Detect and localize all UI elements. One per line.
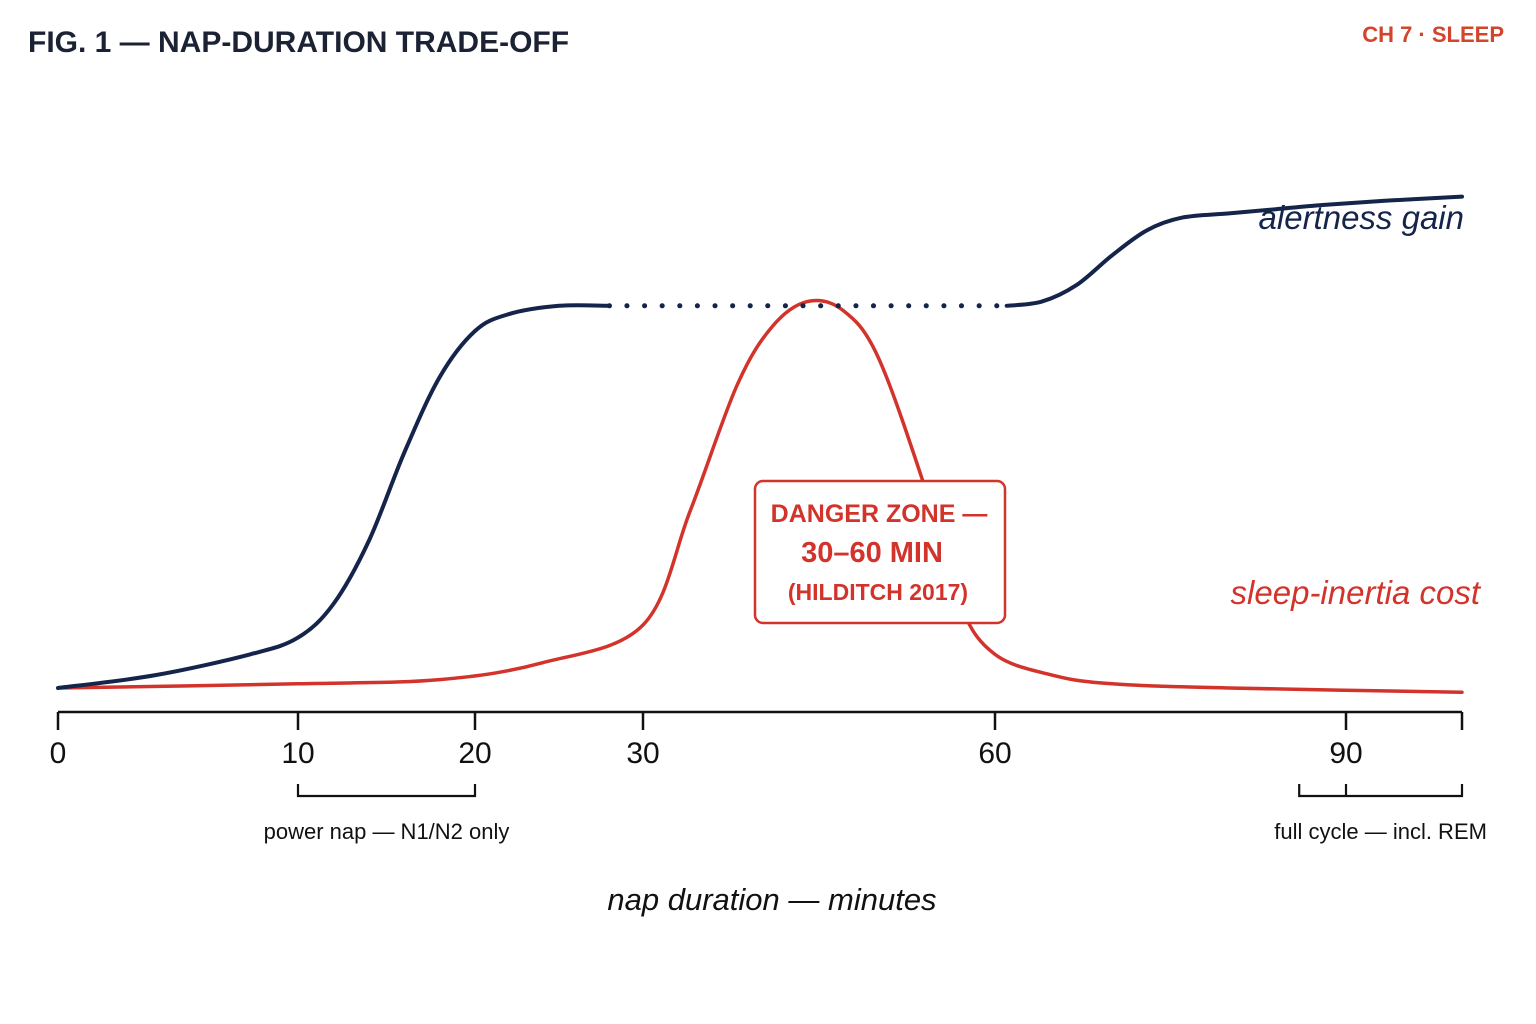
x-axis-title: nap duration — minutes — [607, 882, 936, 917]
x-tick-label-60: 60 — [978, 737, 1011, 770]
danger-zone-line-1: DANGER ZONE — — [771, 500, 988, 528]
danger-zone-line-2: 30–60 MIN — [801, 537, 943, 569]
plot-curves — [56, 194, 1464, 694]
figure-title: FIG. 1 — NAP-DURATION TRADE-OFF — [28, 26, 569, 59]
power-nap-bracket-label: power nap — N1/N2 only — [264, 819, 510, 844]
danger-zone-callout: DANGER ZONE — 30–60 MIN (HILDITCH 2017) — [753, 479, 1007, 625]
x-tick-label-10: 10 — [281, 737, 314, 770]
power-nap-bracket — [296, 784, 477, 798]
danger-zone-box — [753, 479, 1007, 625]
inertia-series-label: sleep-inertia cost — [1231, 574, 1482, 611]
x-tick-label-20: 20 — [458, 737, 491, 770]
alertness-curve-late — [1004, 194, 1464, 308]
x-tick-label-0: 0 — [50, 737, 67, 770]
full-cycle-bracket — [1298, 784, 1464, 798]
x-tick-label-30: 30 — [626, 737, 659, 770]
chapter-tag: CH 7 · SLEEP — [1362, 22, 1504, 47]
x-axis: 0 10 20 30 60 90 — [50, 710, 1464, 770]
alertness-curve-early — [56, 303, 612, 690]
alertness-series-label: alertness gain — [1259, 199, 1464, 236]
inertia-curve — [56, 298, 1464, 694]
range-brackets: power nap — N1/N2 only full cycle — incl.… — [264, 784, 1487, 844]
full-cycle-bracket-label: full cycle — incl. REM — [1274, 819, 1487, 844]
danger-zone-line-3: (HILDITCH 2017) — [788, 579, 968, 605]
x-tick-label-90: 90 — [1329, 737, 1362, 770]
